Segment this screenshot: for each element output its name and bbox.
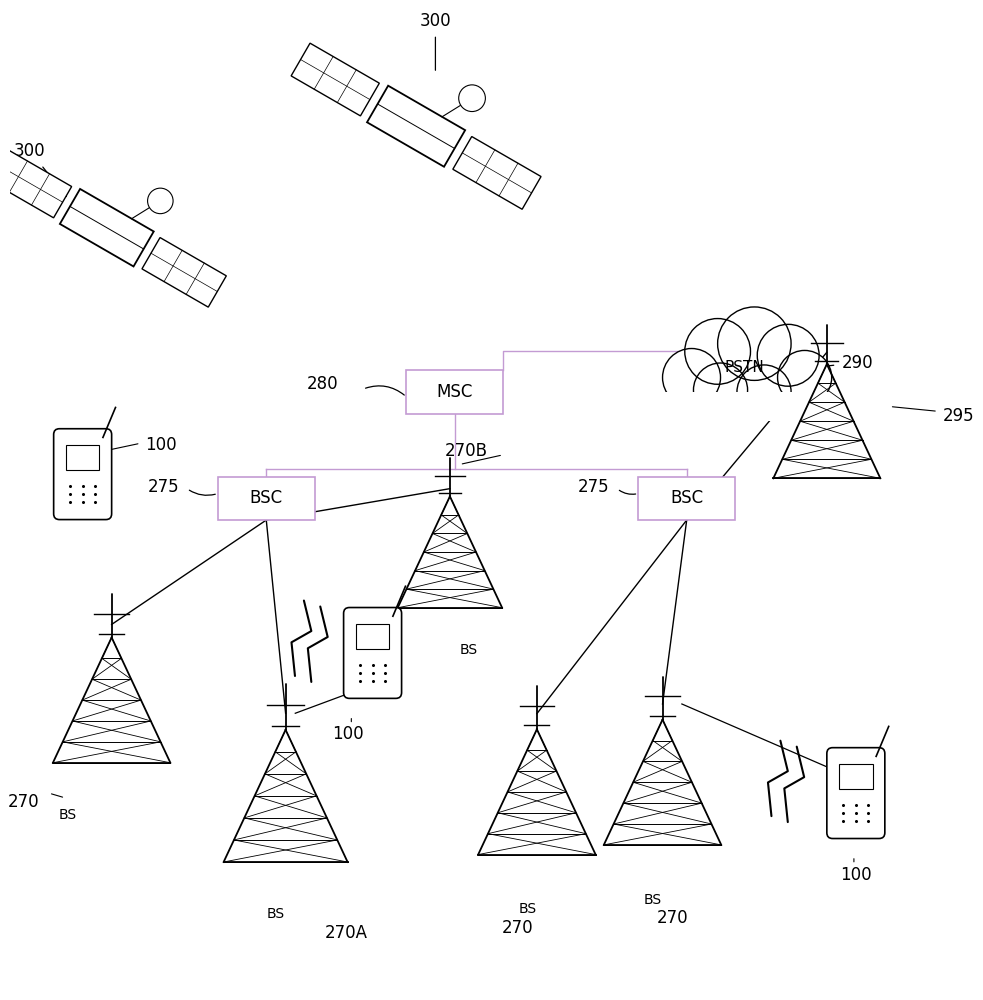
Text: 300: 300: [14, 142, 45, 160]
Circle shape: [693, 363, 748, 417]
FancyBboxPatch shape: [638, 477, 735, 520]
Circle shape: [663, 349, 721, 406]
Text: BSC: BSC: [250, 489, 283, 507]
Polygon shape: [291, 43, 379, 116]
Polygon shape: [142, 238, 226, 307]
FancyBboxPatch shape: [406, 370, 503, 414]
Polygon shape: [367, 86, 465, 167]
Text: BSC: BSC: [670, 489, 703, 507]
FancyBboxPatch shape: [827, 748, 885, 839]
Polygon shape: [0, 148, 72, 218]
Circle shape: [147, 188, 173, 214]
Text: 290: 290: [841, 354, 873, 372]
FancyBboxPatch shape: [839, 764, 873, 789]
Text: 300: 300: [420, 12, 451, 30]
Text: 100: 100: [840, 866, 872, 884]
FancyBboxPatch shape: [66, 445, 99, 470]
Text: 280: 280: [307, 375, 339, 393]
Polygon shape: [453, 137, 541, 209]
Circle shape: [737, 365, 791, 419]
Text: 275: 275: [578, 478, 609, 496]
Text: 270: 270: [8, 793, 39, 811]
Circle shape: [757, 324, 819, 386]
Text: BS: BS: [644, 893, 662, 907]
Text: PSTN: PSTN: [724, 360, 765, 375]
Text: 270B: 270B: [445, 442, 489, 460]
Text: BS: BS: [518, 902, 537, 916]
Bar: [653, 392, 837, 421]
Text: 295: 295: [943, 407, 974, 425]
Text: 270: 270: [657, 909, 688, 927]
FancyBboxPatch shape: [54, 429, 112, 520]
Text: 100: 100: [145, 436, 177, 454]
Circle shape: [778, 350, 832, 405]
Text: 270A: 270A: [324, 924, 368, 942]
Circle shape: [718, 307, 791, 380]
Circle shape: [685, 319, 750, 384]
FancyBboxPatch shape: [344, 608, 402, 698]
Text: 100: 100: [332, 725, 365, 743]
FancyBboxPatch shape: [356, 624, 389, 649]
Text: 270: 270: [501, 919, 534, 937]
Text: MSC: MSC: [436, 383, 473, 401]
Text: BS: BS: [460, 643, 478, 657]
Text: 275: 275: [147, 478, 179, 496]
Text: BS: BS: [59, 808, 78, 822]
Circle shape: [459, 85, 486, 112]
FancyBboxPatch shape: [218, 477, 315, 520]
Text: BS: BS: [266, 907, 285, 921]
Polygon shape: [60, 189, 153, 266]
